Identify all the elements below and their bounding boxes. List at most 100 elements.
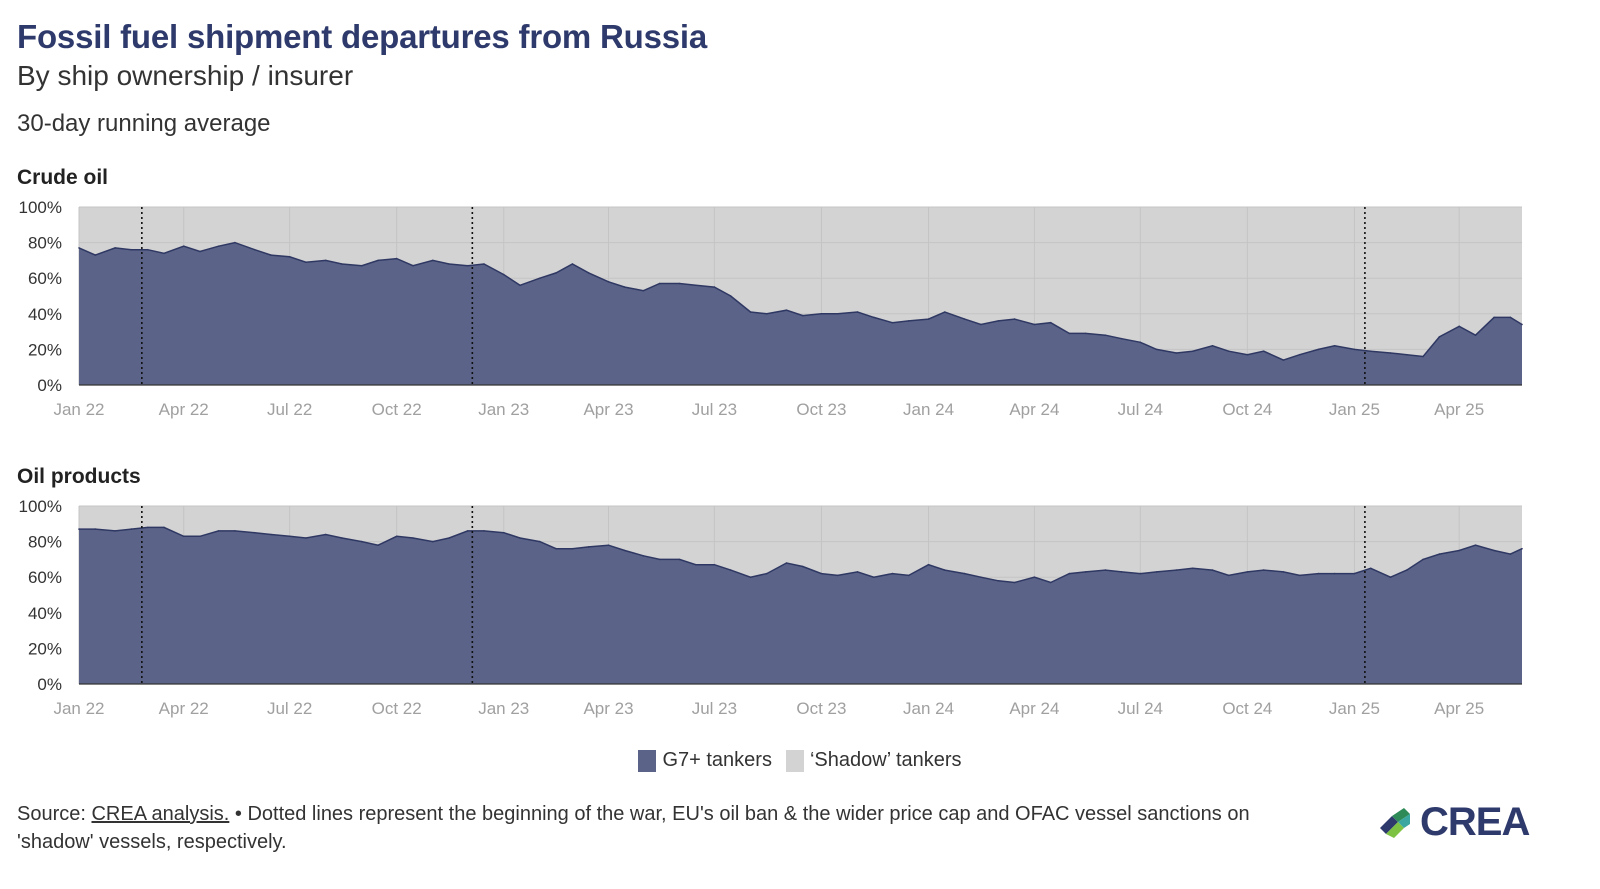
products-g7-point: [1068, 572, 1071, 575]
products-g7-point: [78, 528, 80, 530]
products-xtick-label: Oct 23: [796, 699, 846, 718]
crude-g7-point: [1033, 323, 1036, 326]
crude-xtick-label: Oct 22: [372, 400, 422, 419]
products-g7-point: [130, 528, 133, 530]
crea-logo: CREA: [1376, 800, 1530, 845]
crude-g7-point: [448, 263, 450, 265]
crude-xtick-label: Oct 24: [1222, 400, 1272, 419]
products-g7-point: [539, 540, 541, 543]
products-xtick-label: Apr 23: [583, 699, 633, 718]
legend-label-g7: G7+ tankers: [662, 749, 772, 771]
products-g7-point: [324, 533, 327, 536]
crude-g7-point: [873, 316, 875, 319]
legend-item-g7[interactable]: G7+ tankers: [638, 749, 772, 772]
products-g7-point: [1282, 571, 1285, 573]
products-xtick-label: Apr 24: [1009, 699, 1059, 718]
crude-ytick-label: 100%: [19, 198, 62, 217]
products-g7-point: [519, 537, 521, 539]
products-g7-point: [1120, 571, 1123, 573]
crude-g7-point: [1155, 348, 1158, 351]
products-xtick-label: Jul 22: [267, 699, 312, 718]
crude-g7-point: [1191, 350, 1194, 352]
products-g7-point: [1211, 569, 1214, 571]
crude-g7-point: [341, 263, 343, 265]
products-g7-point: [1369, 567, 1372, 570]
products-g7-point: [1049, 581, 1052, 584]
products-g7-point: [555, 547, 557, 550]
products-g7-point: [1227, 574, 1230, 577]
products-g7-point: [182, 535, 185, 538]
crude-g7-point: [377, 259, 379, 262]
source-text: • Dotted lines represent the beginning o…: [17, 803, 1250, 853]
crude-g7-point: [907, 320, 910, 322]
crude-g7-point: [1227, 350, 1230, 352]
crude-g7-point: [1282, 359, 1285, 361]
products-g7-point: [642, 555, 645, 557]
products-g7-point: [483, 530, 485, 532]
products-xtick-label: Jul 24: [1118, 699, 1163, 718]
crude-g7-point: [1353, 348, 1356, 351]
products-g7-point: [785, 562, 788, 564]
products-ytick-label: 80%: [28, 533, 62, 552]
crude-g7-point: [1369, 350, 1372, 352]
chart-subtitle: By ship ownership / insurer: [17, 60, 354, 91]
products-g7-point: [199, 535, 201, 538]
crude-g7-point: [1406, 353, 1408, 356]
crude-g7-point: [519, 284, 521, 287]
crude-g7-point: [678, 282, 681, 285]
crude-g7-point: [856, 311, 859, 313]
products-g7-point: [1175, 569, 1178, 571]
crude-xtick-label: Apr 25: [1434, 400, 1484, 419]
panel-title-oil-products: Oil products: [17, 465, 141, 488]
products-g7-point: [1246, 571, 1249, 573]
crude-g7-point: [305, 261, 307, 263]
products-g7-point: [1104, 569, 1107, 571]
panel-title-crude-oil: Crude oil: [17, 166, 109, 189]
crude-g7-point: [624, 286, 626, 288]
products-g7-point: [927, 563, 930, 566]
products-g7-point: [448, 537, 450, 539]
crude-xtick-label: Jan 24: [903, 400, 954, 419]
products-xtick-label: Apr 22: [159, 699, 209, 718]
products-g7-point: [1084, 571, 1087, 573]
source-link[interactable]: CREA analysis.: [91, 803, 230, 825]
crude-ytick-label: 20%: [28, 340, 62, 359]
crude-g7-point: [1262, 350, 1265, 352]
crude-g7-point: [1521, 323, 1523, 326]
products-g7-point: [1191, 567, 1194, 570]
crude-xtick-label: Apr 22: [159, 400, 209, 419]
crude-g7-point: [182, 245, 185, 247]
products-g7-point: [341, 537, 343, 539]
crude-ytick-label: 80%: [28, 234, 62, 253]
chart-title: Fossil fuel shipment departures from Rus…: [17, 18, 708, 55]
products-g7-point: [466, 530, 469, 532]
products-g7-point: [695, 563, 697, 566]
products-g7-point: [377, 544, 379, 546]
crude-g7-point: [288, 256, 291, 258]
crude-g7-point: [695, 284, 697, 287]
crude-g7-point: [555, 272, 557, 274]
crude-g7-point: [539, 277, 541, 279]
products-g7-point: [412, 537, 414, 539]
crude-ytick-label: 40%: [28, 305, 62, 324]
products-g7-point: [1298, 574, 1301, 577]
products-g7-point: [1353, 572, 1356, 575]
products-g7-point: [217, 530, 220, 532]
crude-g7-point: [270, 254, 272, 256]
products-ytick-label: 60%: [28, 568, 62, 587]
crea-logo-text: CREA: [1420, 800, 1530, 844]
legend-label-shadow: ‘Shadow’ tankers: [809, 749, 962, 771]
crude-g7-point: [1013, 318, 1016, 320]
crude-g7-area: [79, 242, 1522, 385]
crude-g7-point: [1068, 332, 1071, 335]
legend-item-shadow[interactable]: ‘Shadow’ tankers: [785, 749, 962, 772]
crude-xtick-label: Jan 25: [1329, 400, 1380, 419]
crude-g7-point: [1333, 345, 1336, 347]
products-g7-point: [729, 569, 732, 571]
products-g7-point: [820, 572, 823, 575]
crea-logo-icon: [1380, 807, 1410, 838]
crude-xtick-label: Oct 23: [796, 400, 846, 419]
crude-g7-point: [199, 250, 201, 253]
crude-g7-point: [1493, 316, 1495, 319]
products-g7-point: [1406, 569, 1408, 571]
